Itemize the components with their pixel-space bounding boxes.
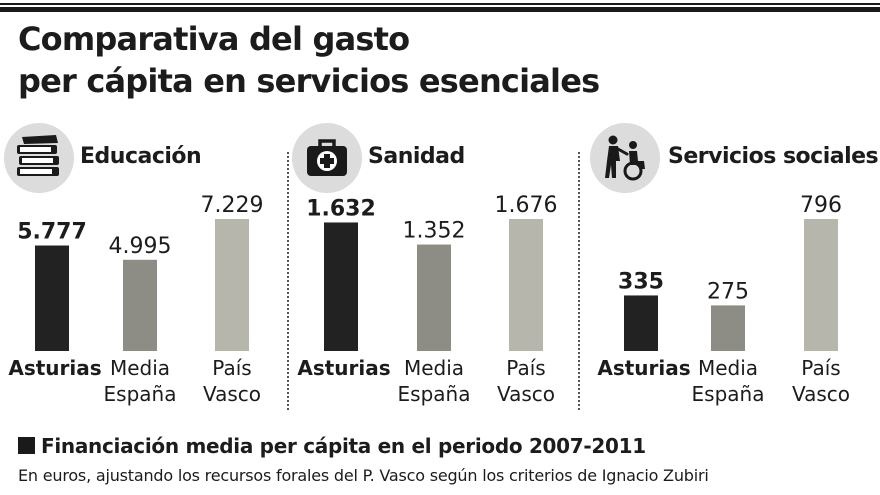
value-label-educacion-media-espana: 4.995 <box>109 234 172 259</box>
category-label-educacion-pais-vasco-line-1: País <box>212 356 251 380</box>
value-label-sanidad-media-espana: 1.352 <box>403 219 466 244</box>
bar-educacion-asturias <box>35 245 69 351</box>
category-label-servicios-sociales-pais-vasco-line-1: País <box>801 356 840 380</box>
category-label-sanidad-pais-vasco-line-2: Vasco <box>497 382 555 406</box>
value-label-servicios-sociales-media-espana: 275 <box>707 279 749 304</box>
category-label-educacion-media-espana-line-1: Media <box>110 356 170 380</box>
category-label-sanidad-pais-vasco-line-1: País <box>506 356 545 380</box>
panel-title-educacion: Educación <box>80 144 202 169</box>
category-label-servicios-sociales-asturias: Asturias <box>597 356 690 380</box>
bar-servicios-sociales-pais-vasco <box>804 219 838 351</box>
page-title-line-2: per cápita en servicios esenciales <box>18 62 600 100</box>
value-label-sanidad-pais-vasco: 1.676 <box>495 193 558 218</box>
bar-sanidad-media-espana <box>417 244 451 351</box>
footer-subtitle: En euros, ajustando los recursos forales… <box>18 466 709 485</box>
category-label-educacion-pais-vasco-line-2: Vasco <box>203 382 261 406</box>
top-rule-thin <box>0 3 880 5</box>
top-rule <box>0 0 880 13</box>
category-label-sanidad-asturias: Asturias <box>297 356 390 380</box>
bar-servicios-sociales-media-espana <box>711 305 745 351</box>
page-title-line-1: Comparativa del gasto <box>18 20 410 58</box>
medical-kit-icon <box>292 123 362 193</box>
value-label-educacion-pais-vasco: 7.229 <box>201 193 264 218</box>
value-label-sanidad-asturias: 1.632 <box>306 196 376 221</box>
panel-educacion: Educación <box>0 118 288 418</box>
panel-title-servicios-sociales: Servicios sociales <box>668 144 879 169</box>
value-label-servicios-sociales-pais-vasco: 796 <box>800 193 842 218</box>
top-rule-thick <box>0 7 880 12</box>
panel-title-sanidad: Sanidad <box>368 144 465 169</box>
bar-sanidad-asturias <box>324 222 358 351</box>
panel-divider-2 <box>578 152 580 410</box>
value-label-servicios-sociales-asturias: 335 <box>618 269 664 294</box>
value-label-educacion-asturias: 5.777 <box>17 220 87 245</box>
panel-sanidad: Sanidad <box>288 118 578 418</box>
books-icon <box>4 123 74 193</box>
footer-square-marker <box>18 437 35 454</box>
category-label-servicios-sociales-media-espana-line-1: Media <box>698 356 758 380</box>
footer-title-text: Financiación media per cápita en el peri… <box>41 434 646 458</box>
bar-educacion-media-espana <box>123 259 157 351</box>
category-label-sanidad-media-espana-line-2: España <box>398 382 471 406</box>
category-label-sanidad-media-espana-line-1: Media <box>404 356 464 380</box>
caregiver-wheelchair-icon <box>590 123 660 193</box>
category-label-servicios-sociales-pais-vasco-line-2: Vasco <box>792 382 850 406</box>
bar-servicios-sociales-asturias <box>624 295 658 351</box>
category-label-educacion-asturias: Asturias <box>8 356 101 380</box>
page-title: Comparativa del gasto per cápita en serv… <box>18 18 600 102</box>
bar-educacion-pais-vasco <box>215 219 249 351</box>
category-label-educacion-media-espana-line-2: España <box>104 382 177 406</box>
bar-sanidad-pais-vasco <box>509 219 543 351</box>
panel-divider-1 <box>287 152 289 410</box>
footer-title: Financiación media per cápita en el peri… <box>18 434 646 458</box>
panel-servicios-sociales: Servicios sociales <box>578 118 880 418</box>
category-label-servicios-sociales-media-espana-line-2: España <box>692 382 765 406</box>
